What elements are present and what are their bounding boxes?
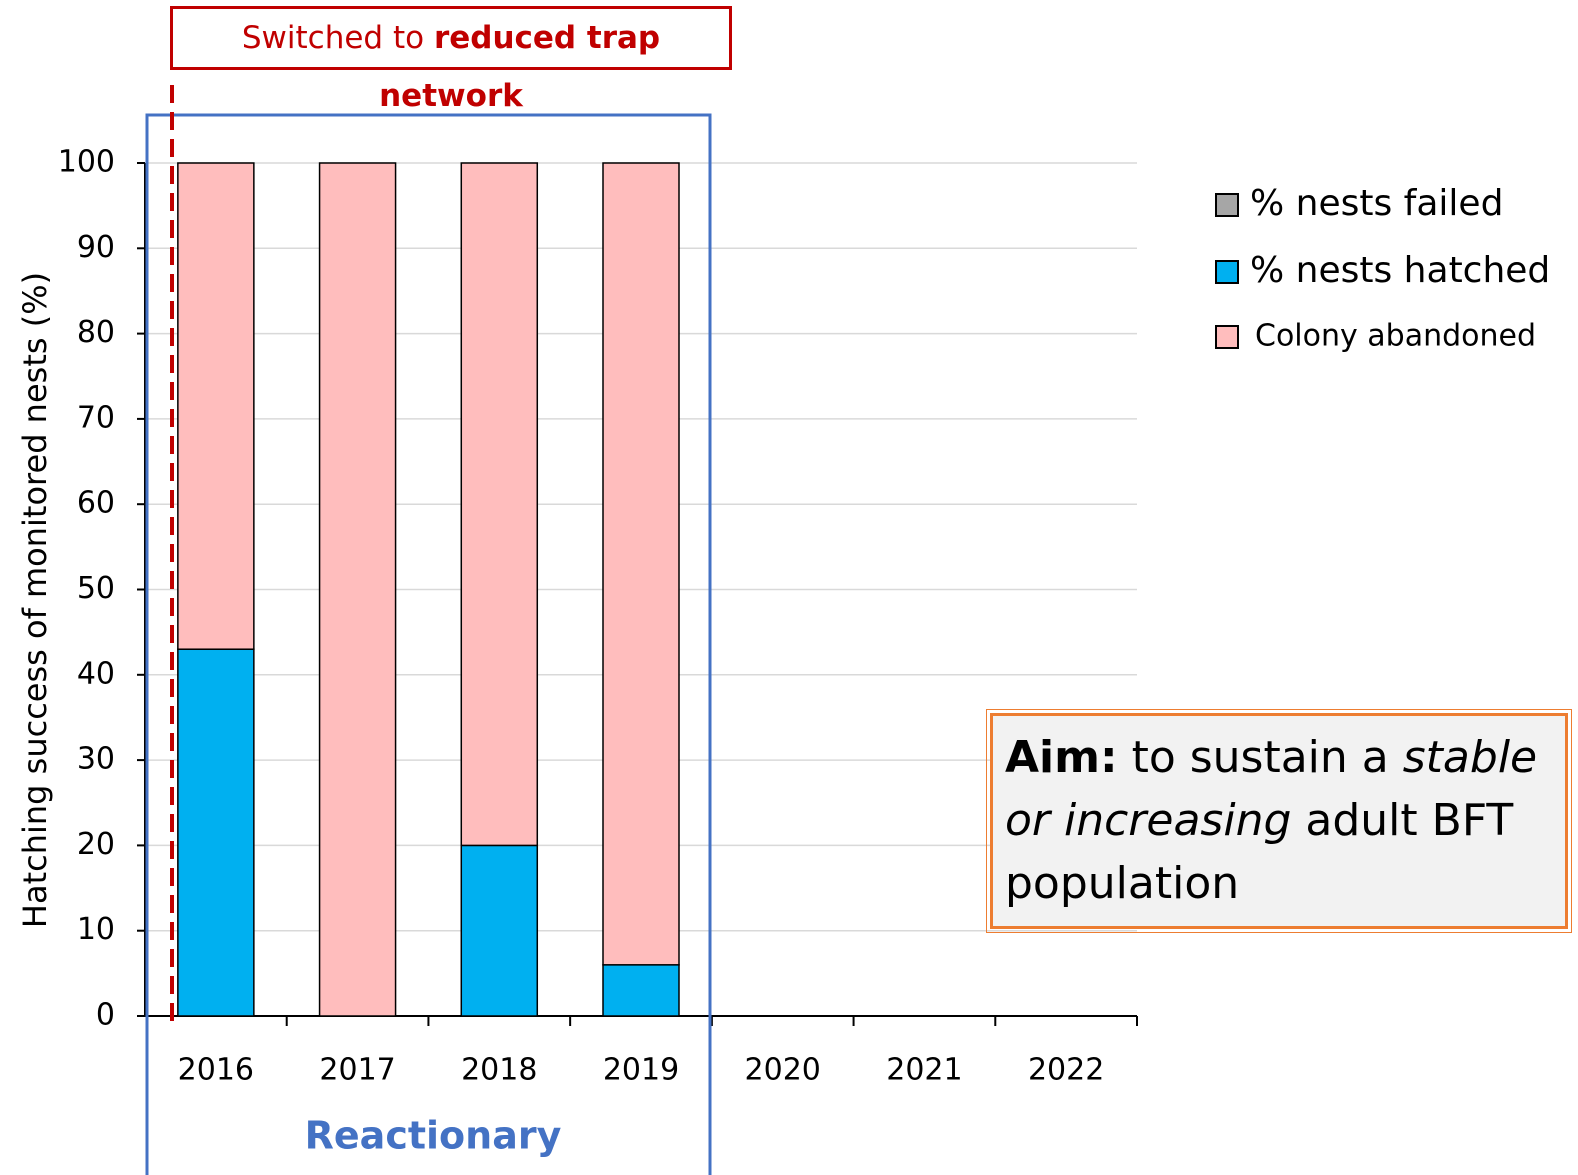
- bar-segment: [602, 162, 680, 966]
- x-tick-label: 2016: [178, 1053, 254, 1088]
- y-axis-label: Hatching success of monitored nests (%): [16, 272, 54, 928]
- aim-box: Aim: to sustain a stable or increasing ad…: [986, 709, 1572, 933]
- note-text: Switched to: [241, 20, 425, 56]
- legend-label: % nests hatched: [1250, 250, 1550, 291]
- legend-swatch: [1215, 193, 1239, 217]
- x-tick-label: 2019: [603, 1053, 679, 1088]
- bar-segment: [318, 162, 397, 1017]
- y-tick-label: 70: [77, 400, 115, 435]
- y-tick-label: 40: [77, 656, 115, 691]
- y-tick-label: 90: [77, 230, 115, 265]
- aim-italic: stable: [1402, 732, 1538, 783]
- x-tick-label: 2017: [319, 1053, 395, 1088]
- y-tick-label: 10: [77, 912, 115, 947]
- bar-segment: [460, 844, 539, 1017]
- aim-text: population: [1005, 858, 1240, 909]
- legend-swatch: [1215, 260, 1239, 284]
- bar-segment: [177, 648, 255, 1017]
- y-tick-label: 50: [77, 571, 115, 606]
- x-tick-label: 2021: [886, 1053, 962, 1088]
- y-tick-label: 60: [77, 486, 115, 521]
- bar-segment: [177, 162, 255, 650]
- x-tick-label: 2018: [461, 1053, 537, 1088]
- x-tick-label: 2022: [1028, 1053, 1104, 1088]
- aim-italic: or increasing: [1005, 795, 1292, 846]
- legend-label: % nests failed: [1250, 183, 1503, 224]
- switch-note: Switched to reduced trap network: [170, 6, 732, 114]
- bar-segment: [460, 162, 539, 847]
- note-bold: reduced trap network: [379, 20, 661, 114]
- aim-text: adult BFT: [1305, 795, 1514, 846]
- aim-lead: Aim:: [1005, 732, 1118, 783]
- legend-label: Colony abandoned: [1255, 319, 1536, 354]
- period-label: Reactionary: [305, 1114, 562, 1158]
- y-tick-label: 80: [77, 315, 115, 350]
- bar-segment: [602, 964, 680, 1017]
- aim-text: to sustain a: [1131, 732, 1389, 783]
- y-tick-label: 100: [58, 145, 115, 180]
- y-tick-label: 20: [77, 827, 115, 862]
- period-box: [145, 113, 712, 1175]
- legend-swatch: [1215, 325, 1239, 349]
- y-tick-label: 0: [96, 998, 115, 1033]
- y-tick-label: 30: [77, 742, 115, 777]
- x-tick-label: 2020: [745, 1053, 821, 1088]
